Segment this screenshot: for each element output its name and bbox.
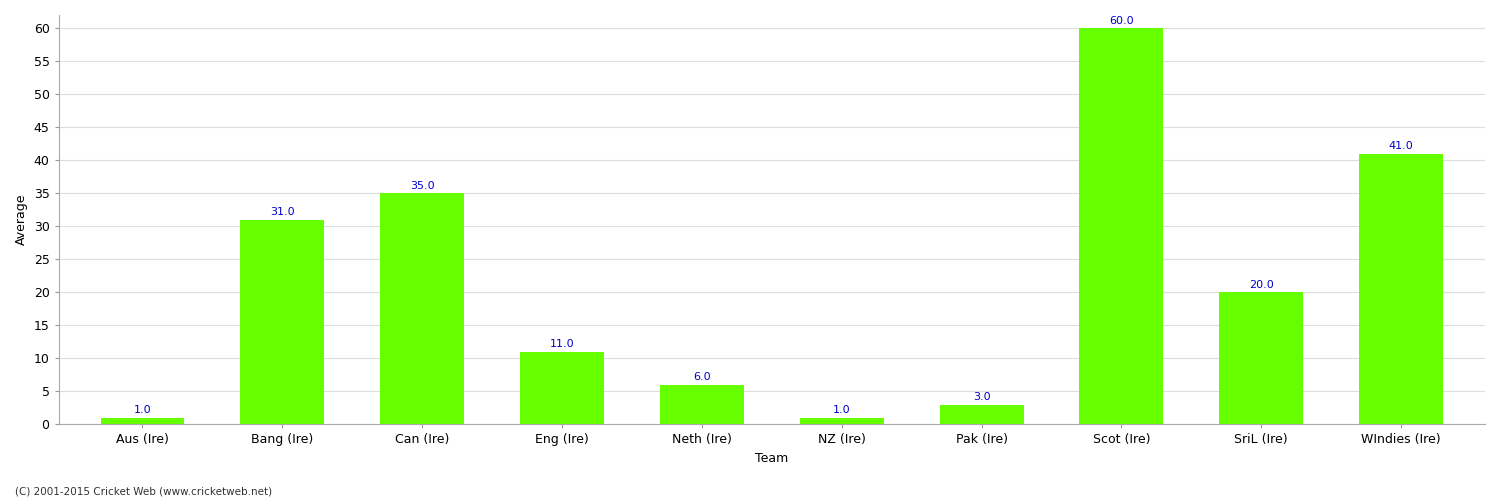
Text: 3.0: 3.0 (972, 392, 990, 402)
Bar (380, 194, 464, 424)
Text: 1.0: 1.0 (833, 405, 850, 415)
Y-axis label: Average: Average (15, 194, 28, 246)
Bar (520, 352, 605, 424)
Text: 60.0: 60.0 (1108, 16, 1134, 26)
Text: 6.0: 6.0 (693, 372, 711, 382)
Text: 41.0: 41.0 (1389, 141, 1413, 151)
Text: 35.0: 35.0 (410, 180, 435, 190)
X-axis label: Team: Team (754, 452, 789, 465)
Bar (1359, 154, 1443, 424)
Text: 1.0: 1.0 (134, 405, 152, 415)
Bar (939, 404, 1023, 424)
Bar (100, 418, 184, 424)
Text: 20.0: 20.0 (1250, 280, 1274, 289)
Bar (1220, 292, 1304, 424)
Bar (1080, 28, 1164, 424)
Text: 31.0: 31.0 (270, 207, 294, 217)
Text: 11.0: 11.0 (549, 339, 574, 349)
Bar (240, 220, 324, 424)
Bar (660, 385, 744, 424)
Bar (800, 418, 883, 424)
Text: (C) 2001-2015 Cricket Web (www.cricketweb.net): (C) 2001-2015 Cricket Web (www.cricketwe… (15, 487, 272, 497)
